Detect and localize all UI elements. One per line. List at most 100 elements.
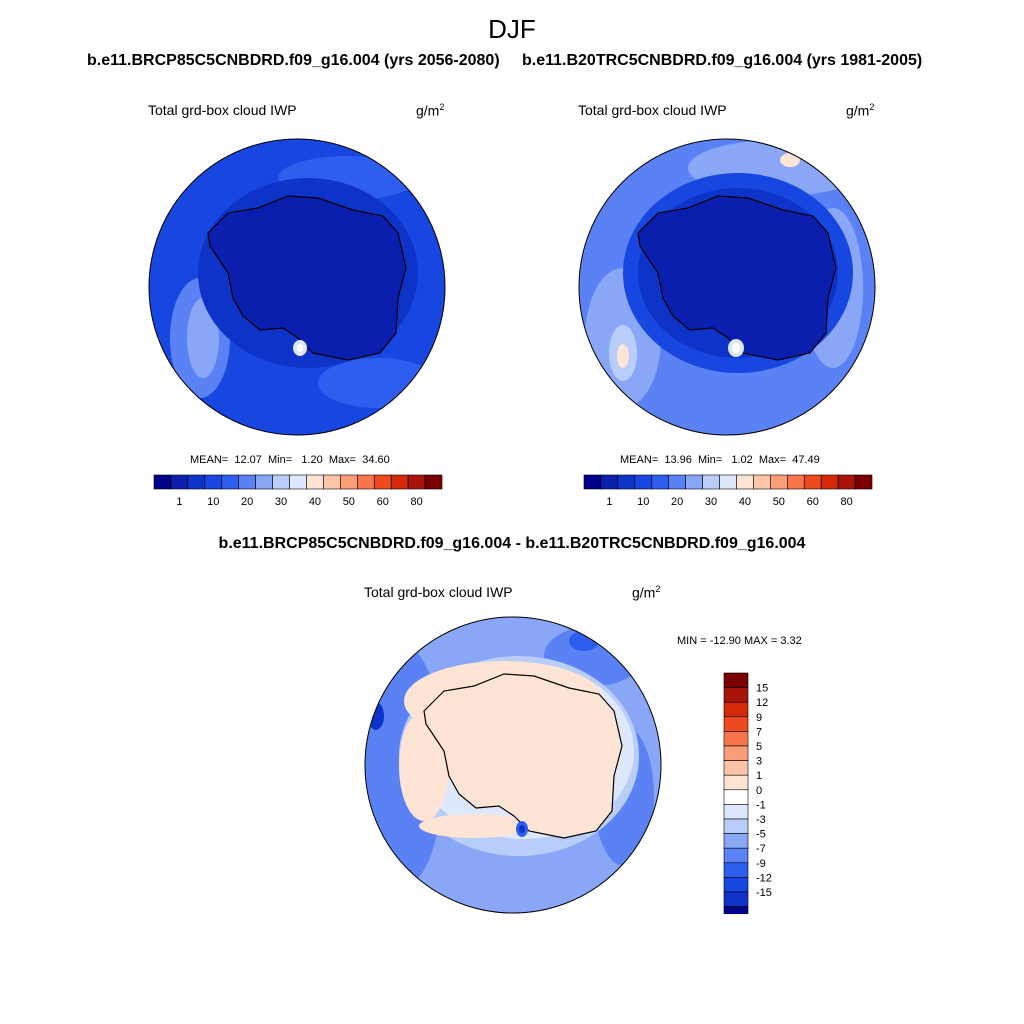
colorbar-swatch [204, 474, 223, 490]
figure-title: DJF [488, 14, 536, 44]
left-units-label: g/m2 [416, 102, 445, 119]
colorbar-swatch [723, 891, 749, 907]
colorbar-swatch [187, 474, 206, 490]
colorbar-swatch [723, 687, 749, 703]
colorbar-swatch [702, 474, 720, 490]
colorbar-tick-label: -9 [756, 858, 766, 870]
colorbar-tick-label: 3 [756, 756, 762, 768]
colorbar-swatch [770, 474, 788, 490]
colorbar-tick-label: 12 [756, 697, 768, 709]
colorbar-tick-label: 5 [756, 741, 762, 753]
left-colorbar: 1 10 20 30 40 50 60 80 [153, 474, 443, 508]
colorbar-swatch [723, 774, 749, 791]
colorbar-tick-label: -3 [756, 814, 766, 826]
colorbar-swatch [323, 474, 341, 490]
colorbar-swatch [651, 474, 670, 490]
colorbar-swatch [600, 474, 619, 490]
colorbar-tick-label: 60 [377, 496, 389, 508]
colorbar-tick-label: -5 [756, 829, 766, 841]
right-colorbar: 1 10 20 30 40 50 60 80 [583, 474, 873, 508]
colorbar-tick-label: 1 [756, 770, 762, 782]
colorbar-tick-label: 0 [756, 785, 762, 797]
colorbar-tick-label: 20 [241, 496, 253, 508]
left-case-title: b.e11.BRCP85C5CNBDRD.f09_g16.004 (yrs 20… [87, 52, 500, 69]
colorbar-swatch [356, 474, 375, 490]
difference-colorbar: 15 12 9 7 5 3 1 0 -1 -3 -5 -7 -9 -12 -15 [723, 672, 772, 914]
colorbar-swatch [407, 474, 426, 490]
diff-units-label: g/m2 [632, 584, 661, 601]
colorbar-swatch [424, 474, 443, 490]
colorbar-tick-label: -12 [756, 872, 772, 884]
colorbar-swatch [723, 672, 749, 688]
colorbar-swatch [837, 474, 856, 490]
left-variable-label: Total grd-box cloud IWP [148, 102, 297, 118]
colorbar-swatch [854, 474, 873, 490]
right-stats: MEAN= 13.96 Min= 1.02 Max= 47.49 [620, 454, 820, 466]
colorbar-swatch [723, 818, 749, 834]
colorbar-tick-label: 1 [176, 496, 182, 508]
colorbar-tick-label: 40 [309, 496, 321, 508]
colorbar-swatch [719, 474, 737, 490]
colorbar-swatch [723, 862, 749, 878]
colorbar-swatch [221, 474, 240, 490]
colorbar-swatch [753, 474, 771, 490]
colorbar-swatch [668, 474, 686, 490]
colorbar-swatch [685, 474, 703, 490]
colorbar-tick-label: 15 [756, 683, 768, 695]
colorbar-swatch [340, 474, 358, 490]
colorbar-swatch [255, 474, 273, 490]
colorbar-swatch [723, 877, 749, 893]
diff-variable-label: Total grd-box cloud IWP [364, 584, 513, 600]
colorbar-tick-label: 80 [410, 496, 422, 508]
left-stats: MEAN= 12.07 Min= 1.20 Max= 34.60 [190, 454, 390, 466]
left-polar-map [148, 138, 446, 436]
right-case-title: b.e11.B20TRC5CNBDRD.f09_g16.004 (yrs 198… [522, 52, 923, 69]
colorbar-tick-label: 30 [275, 496, 287, 508]
colorbar-swatch [786, 474, 805, 490]
colorbar-tick-label: 50 [343, 496, 355, 508]
colorbar-swatch [803, 474, 822, 490]
colorbar-swatch [723, 716, 749, 732]
colorbar-swatch [272, 474, 290, 490]
colorbar-tick-label: 40 [739, 496, 751, 508]
colorbar-swatch [723, 731, 749, 747]
colorbar-tick-label: 7 [756, 726, 762, 738]
colorbar-swatch [170, 474, 189, 490]
colorbar-swatch [723, 847, 749, 864]
colorbar-swatch [723, 745, 749, 761]
colorbar-tick-label: 20 [671, 496, 683, 508]
colorbar-swatch [373, 474, 392, 490]
colorbar-swatch [723, 789, 749, 805]
colorbar-tick-label: 10 [207, 496, 219, 508]
colorbar-swatch [723, 804, 749, 820]
colorbar-tick-label: 80 [840, 496, 852, 508]
colorbar-tick-label: 1 [606, 496, 612, 508]
colorbar-tick-label: 60 [807, 496, 819, 508]
colorbar-swatch [723, 760, 749, 776]
right-units-label: g/m2 [846, 102, 875, 119]
colorbar-tick-label: 50 [773, 496, 785, 508]
difference-title: b.e11.BRCP85C5CNBDRD.f09_g16.004 - b.e11… [218, 535, 806, 552]
diff-minmax-text: MIN = -12.90 MAX = 3.32 [677, 635, 802, 647]
colorbar-tick-label: -1 [756, 799, 766, 811]
right-variable-label: Total grd-box cloud IWP [578, 102, 727, 118]
colorbar-tick-label: -15 [756, 887, 772, 899]
colorbar-tick-label: 9 [756, 712, 762, 724]
colorbar-swatch [153, 474, 172, 490]
colorbar-swatch [820, 474, 839, 490]
right-polar-map [578, 138, 876, 436]
colorbar-swatch [238, 474, 256, 490]
colorbar-swatch [306, 474, 324, 490]
colorbar-swatch [723, 701, 749, 718]
colorbar-tick-label: 30 [705, 496, 717, 508]
colorbar-swatch [583, 474, 602, 490]
colorbar-swatch [634, 474, 653, 490]
colorbar-swatch [289, 474, 307, 490]
colorbar-swatch [723, 906, 749, 914]
colorbar-swatch [617, 474, 636, 490]
colorbar-tick-label: -7 [756, 843, 766, 855]
colorbar-swatch [736, 474, 754, 490]
colorbar-swatch [723, 833, 749, 849]
colorbar-tick-label: 10 [637, 496, 649, 508]
colorbar-swatch [390, 474, 409, 490]
